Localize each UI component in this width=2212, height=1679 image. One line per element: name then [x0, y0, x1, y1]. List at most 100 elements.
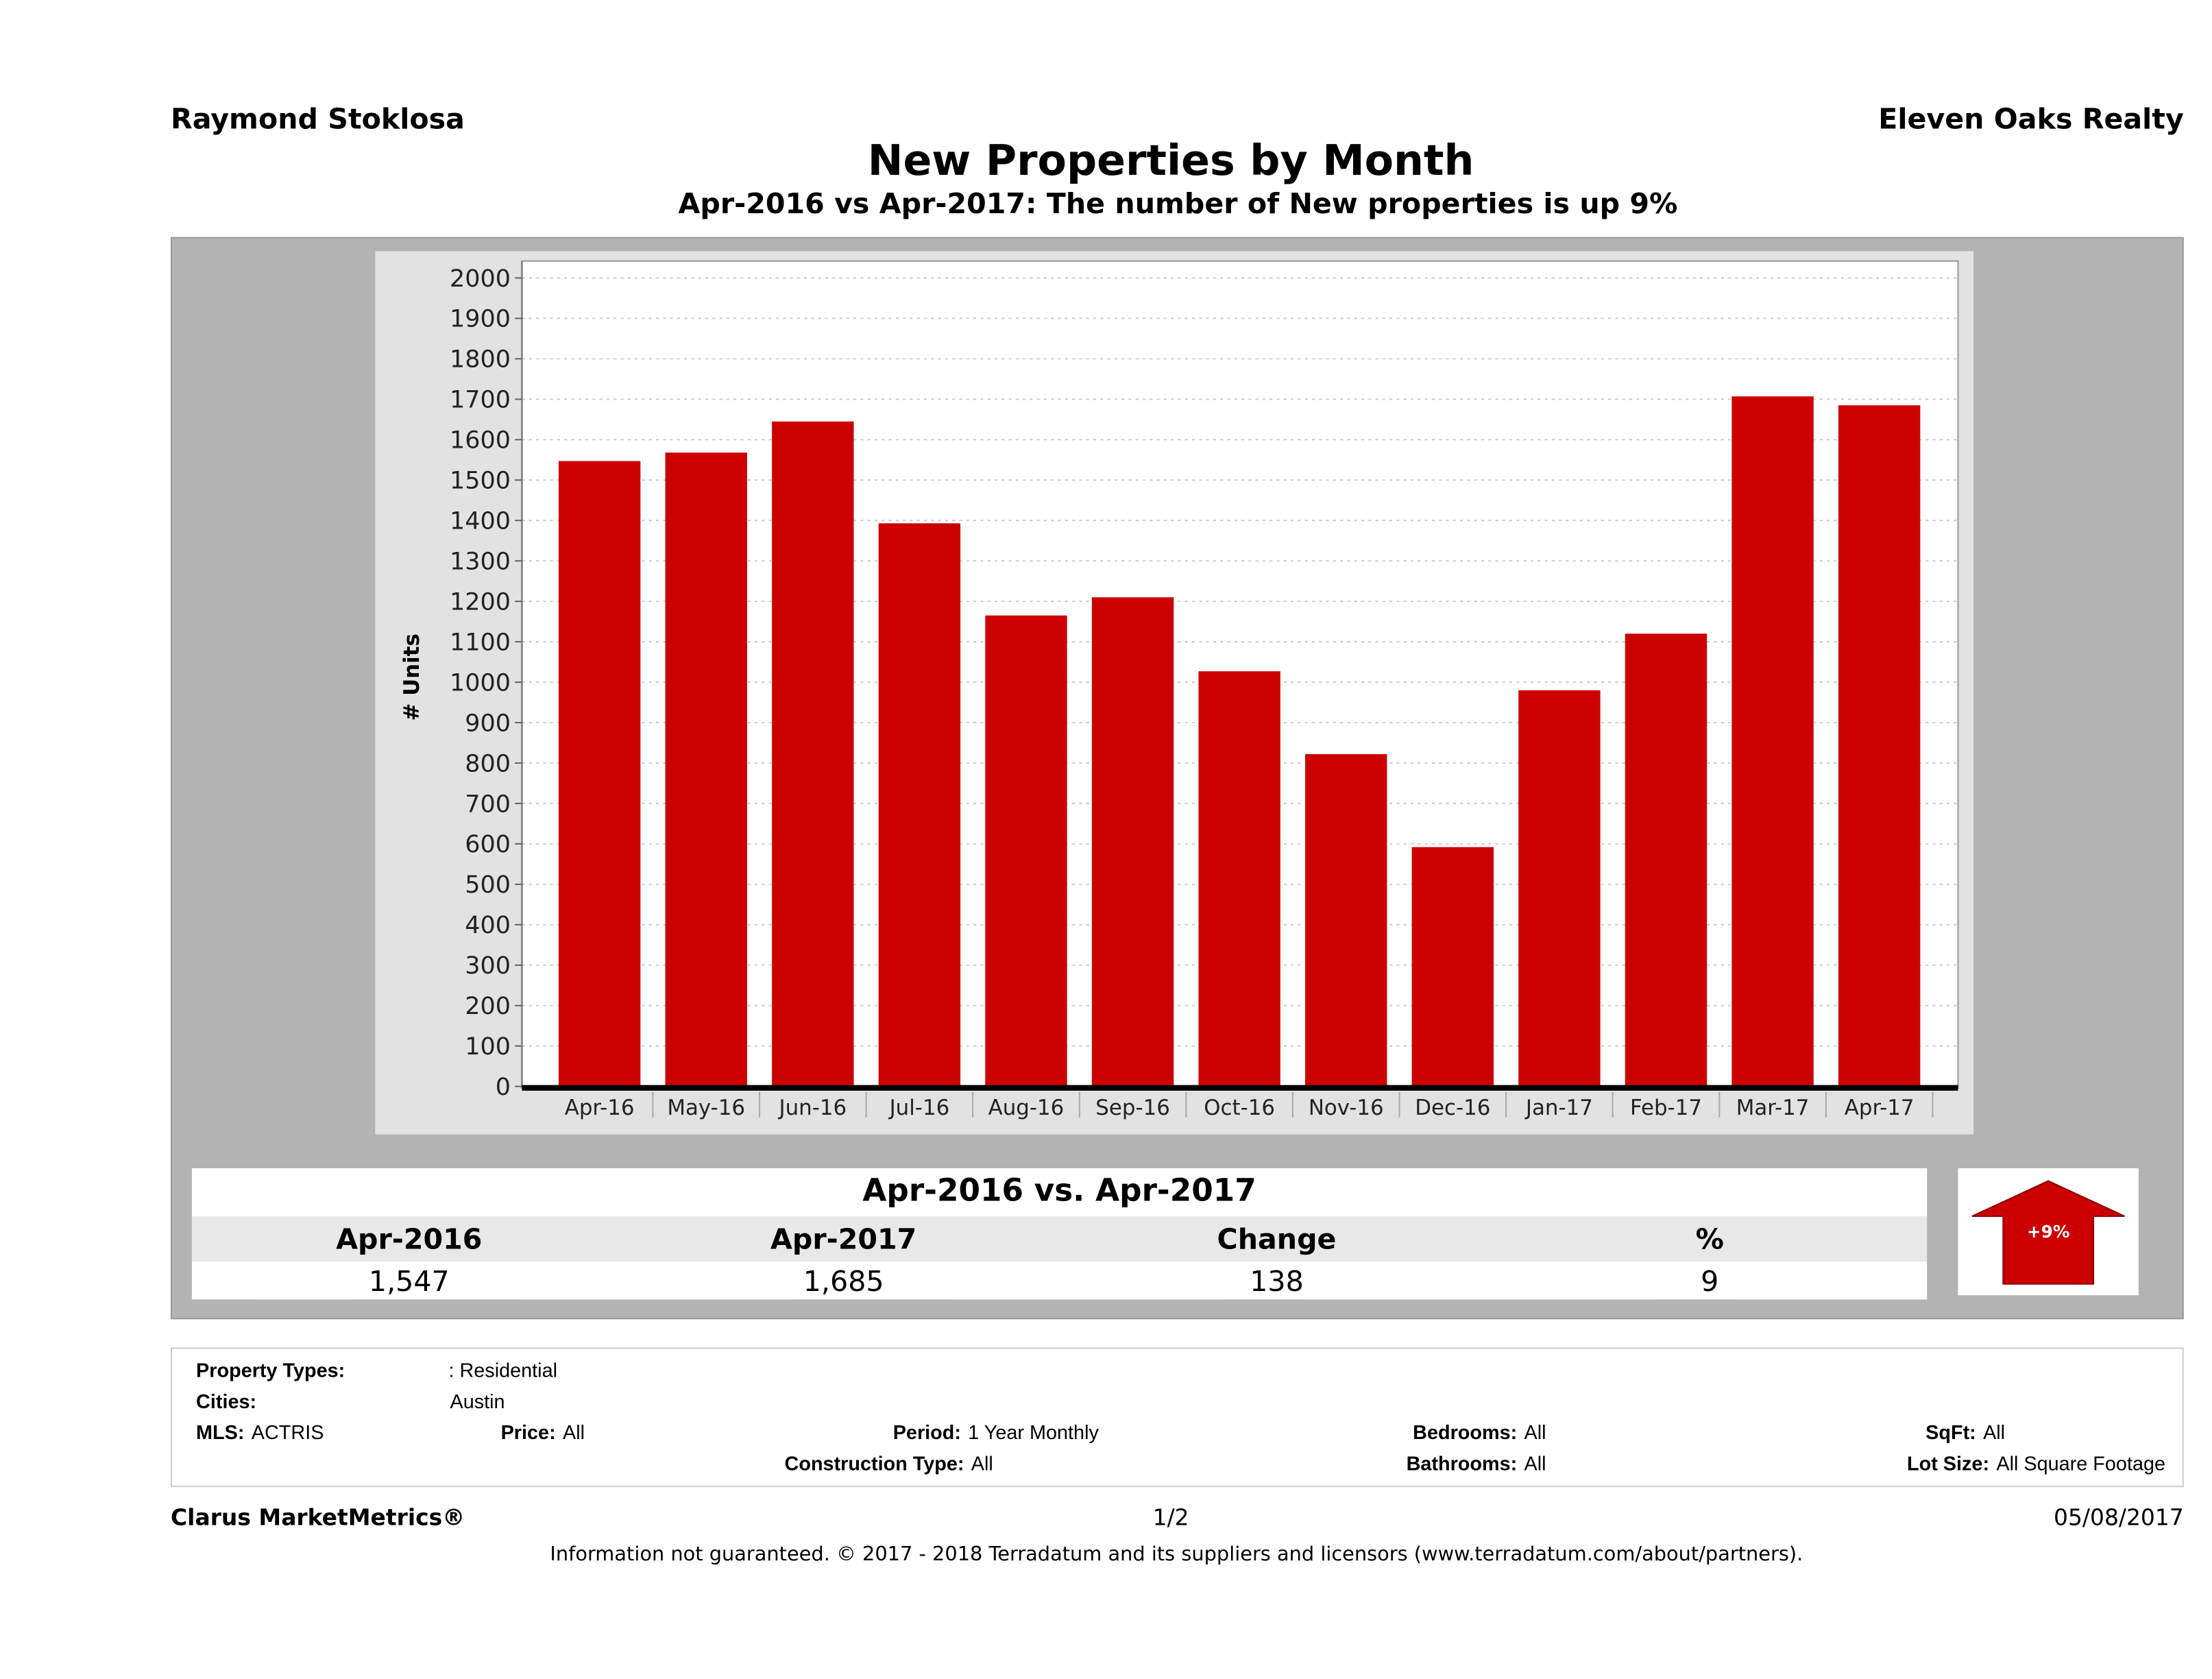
x-tick-label: Jan-17	[1524, 1096, 1593, 1120]
x-tick-label: May-16	[667, 1096, 745, 1120]
bar-feb-17	[1625, 633, 1707, 1087]
y-tick-label: 500	[465, 871, 511, 899]
x-tick-label: Mar-17	[1736, 1096, 1810, 1120]
y-tick-label: 1000	[450, 669, 511, 697]
value-change: 138	[1250, 1264, 1304, 1298]
y-tick-label: 1200	[450, 588, 511, 616]
brand-name: Clarus MarketMetrics®	[171, 1503, 465, 1531]
disclaimer: Information not guaranteed. © 2017 - 201…	[550, 1543, 1803, 1567]
lot-size-label: Lot Size:	[1906, 1451, 1990, 1475]
y-tick-label: 900	[465, 710, 511, 737]
x-tick-label: Dec-16	[1415, 1096, 1490, 1120]
y-tick-label: 300	[465, 952, 511, 980]
y-tick-label: 2000	[450, 265, 511, 293]
mls-label: MLS:	[196, 1421, 245, 1444]
bar-oct-16	[1198, 671, 1280, 1087]
y-tick-label: 600	[465, 831, 511, 858]
value-percent: 9	[1701, 1264, 1719, 1298]
bathrooms-value: All	[1524, 1451, 1546, 1475]
y-tick-label: 1700	[450, 387, 511, 414]
bar-jan-17	[1518, 690, 1601, 1087]
period-label: Period:	[892, 1421, 961, 1444]
sqft-value: All	[1983, 1421, 2006, 1444]
y-tick-label: 1100	[450, 629, 511, 656]
bar-sep-16	[1091, 597, 1174, 1087]
value-apr-2016: 1,547	[368, 1264, 450, 1298]
x-tick-label: Jun-16	[778, 1096, 847, 1120]
y-tick-label: 800	[465, 750, 511, 777]
cities-label: Cities:	[196, 1390, 257, 1413]
cities-value: Austin	[450, 1390, 505, 1413]
property-types-value: : Residential	[448, 1358, 558, 1381]
bathrooms-row: Bathrooms: All	[1269, 1452, 1546, 1475]
bedrooms-label: Bedrooms:	[1413, 1421, 1518, 1444]
bar-apr-17	[1838, 405, 1921, 1087]
y-tick-label: 1800	[450, 346, 511, 374]
bar-mar-17	[1731, 396, 1814, 1087]
change-badge-box: +9%	[1958, 1168, 2139, 1296]
y-tick-label: 1600	[450, 427, 511, 455]
summary-value-row	[191, 1261, 1928, 1300]
agent-name: Raymond Stoklosa	[171, 101, 465, 136]
change-badge-text: +9%	[2026, 1222, 2070, 1242]
x-tick-label: Oct-16	[1204, 1096, 1275, 1120]
y-tick-label: 1400	[450, 508, 511, 535]
property-types-label: Property Types:	[196, 1358, 345, 1381]
y-tick-label: 1300	[450, 548, 511, 576]
y-tick-label: 700	[465, 790, 511, 818]
criteria-box	[171, 1347, 2184, 1488]
construction-value: All	[971, 1451, 993, 1475]
x-tick-label: Sep-16	[1095, 1096, 1170, 1120]
report-date: 05/08/2017	[2053, 1503, 2184, 1531]
y-tick-label: 1900	[450, 306, 511, 333]
bar-jul-16	[878, 523, 961, 1087]
lot-size-row: Lot Size: All Square Footage	[1764, 1451, 2166, 1475]
price-value: All	[562, 1421, 585, 1444]
sqft-row: SqFt: All	[1925, 1421, 2005, 1443]
period-row: Period: 1 Year Monthly	[893, 1421, 1099, 1443]
x-tick-label: Jul-16	[888, 1096, 950, 1120]
summary-title: Apr-2016 vs. Apr-2017	[862, 1174, 1256, 1209]
price-label: Price:	[500, 1421, 556, 1444]
property-types-row: Property Types: : Residential	[196, 1359, 557, 1381]
bar-aug-16	[985, 615, 1067, 1087]
x-tick-label: Apr-16	[565, 1096, 635, 1120]
y-tick-label: 0	[496, 1074, 511, 1101]
x-tick-label: Feb-17	[1630, 1096, 1702, 1120]
cities-row: Cities: Austin	[196, 1390, 505, 1412]
bathrooms-label: Bathrooms:	[1406, 1451, 1518, 1475]
price-row: Price: All	[501, 1421, 585, 1443]
lot-size-value: All Square Footage	[1996, 1451, 2166, 1475]
x-tick-label: Apr-17	[1845, 1096, 1915, 1120]
bar-may-16	[665, 452, 747, 1087]
x-tick-label: Nov-16	[1309, 1096, 1384, 1120]
y-tick-label: 400	[465, 912, 511, 939]
page-number: 1/2	[1152, 1503, 1189, 1531]
page-title: New Properties by Month	[867, 136, 1474, 186]
summary-header-row	[191, 1216, 1928, 1261]
bar-jun-16	[772, 421, 854, 1087]
header-apr-2016: Apr-2016	[336, 1222, 483, 1256]
page-subtitle: Apr-2016 vs Apr-2017: The number of New …	[678, 186, 1678, 221]
period-value: 1 Year Monthly	[968, 1421, 1099, 1444]
brokerage-name: Eleven Oaks Realty	[1878, 101, 2184, 136]
y-tick-label: 100	[465, 1033, 511, 1061]
mls-row: MLS: ACTRIS	[196, 1421, 324, 1443]
bar-nov-16	[1305, 753, 1387, 1087]
bedrooms-value: All	[1524, 1421, 1546, 1444]
construction-label: Construction Type:	[784, 1451, 964, 1475]
bar-dec-16	[1411, 847, 1494, 1087]
header-change: Change	[1217, 1222, 1337, 1256]
bar-apr-16	[558, 461, 641, 1087]
header-apr-2017: Apr-2017	[770, 1222, 917, 1256]
bedrooms-row: Bedrooms: All	[1269, 1421, 1546, 1443]
y-axis-label: # Units	[400, 633, 424, 721]
y-tick-label: 1500	[450, 468, 511, 495]
summary-title-row	[191, 1168, 1928, 1216]
bar-chart: 0 100 200 300 400 500 600 700 800 900 1000 1100 1200…	[400, 260, 1959, 1120]
mls-value: ACTRIS	[251, 1421, 324, 1444]
x-tick-label: Aug-16	[988, 1096, 1065, 1120]
value-apr-2017: 1,685	[803, 1264, 884, 1298]
header-percent: %	[1695, 1222, 1724, 1256]
